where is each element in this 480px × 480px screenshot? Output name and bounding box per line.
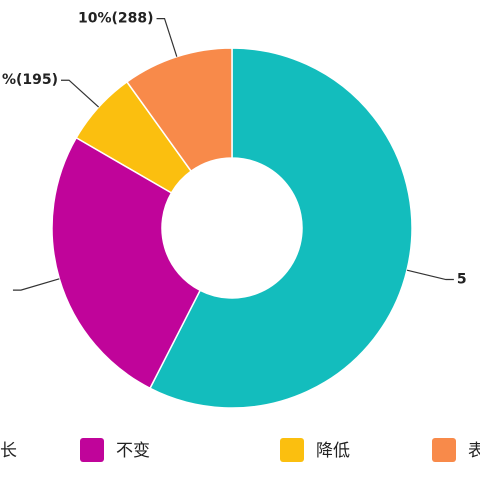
leader-line bbox=[156, 17, 178, 57]
data-label: 10%(288) bbox=[78, 11, 154, 27]
data-label: 5 bbox=[457, 272, 467, 288]
leader-line bbox=[12, 278, 60, 291]
legend-label: 表 bbox=[468, 441, 480, 461]
legend-swatch bbox=[432, 438, 456, 462]
legend-swatch bbox=[280, 438, 304, 462]
legend-swatch bbox=[80, 438, 104, 462]
data-label: %(195) bbox=[2, 72, 58, 88]
donut-slice bbox=[149, 47, 413, 409]
leader-line bbox=[61, 79, 100, 108]
legend-label: 不变 bbox=[116, 441, 150, 461]
legend-label: 降低 bbox=[316, 441, 350, 461]
legend-label: 长 bbox=[0, 441, 17, 461]
leader-line bbox=[406, 269, 454, 281]
donut-slice bbox=[51, 136, 202, 390]
donut-slice bbox=[125, 47, 233, 173]
